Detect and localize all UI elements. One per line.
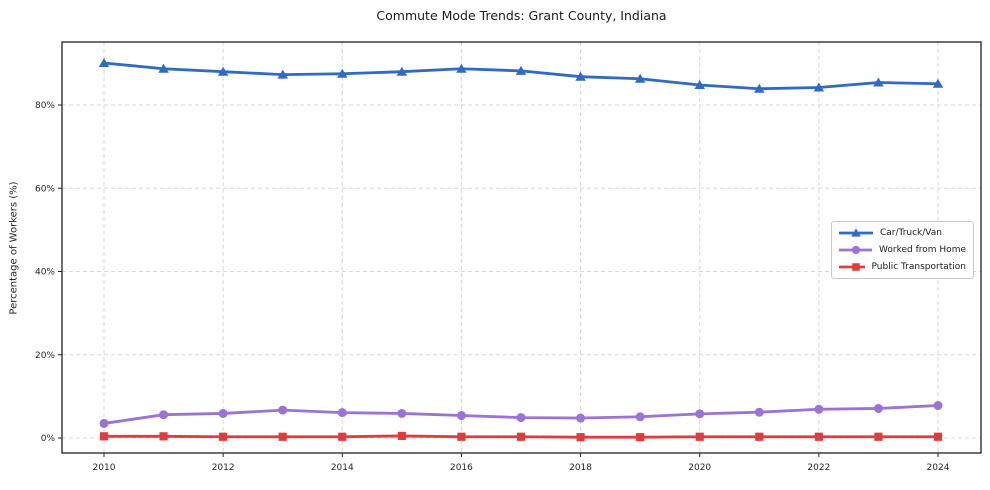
legend-label: Worked from Home [879,244,966,255]
y-tick-label: 60% [35,184,55,194]
legend-label: Public Transportation [871,261,966,272]
legend-item-public-transportation: Public Transportation [839,261,966,273]
legend-sample-line-icon [839,262,865,271]
legend-sample-line-icon [839,228,873,238]
x-tick-label: 2014 [331,463,354,473]
legend-item-worked-from-home: Worked from Home [839,244,966,256]
y-tick-label: 80% [35,101,55,111]
y-tick-label: 40% [35,268,55,278]
x-tick-label: 2012 [212,463,235,473]
legend-sample-line-icon [839,245,873,255]
axis-ticks: 2010 2012 2014 2016 2018 2020 2022 2024 0% 20% 40%… [35,101,950,473]
x-tick-label: 2010 [93,463,116,473]
series-worked-from-home [99,401,943,428]
series-car-truck-van [98,57,944,93]
legend-label: Car/Truck/Van [880,228,942,239]
chart-title: Commute Mode Trends: Grant County, India… [376,8,667,23]
series-public-transportation [99,431,943,442]
legend: Car/Truck/Van Worked from Home Public Tr… [831,221,974,279]
plot-frame [61,41,982,454]
legend-item-car-truck-van: Car/Truck/Van [839,227,966,239]
x-tick-label: 2022 [807,463,830,473]
y-tick-label: 0% [41,434,56,444]
x-tick-label: 2024 [927,463,950,473]
x-tick-label: 2018 [569,463,592,473]
x-tick-label: 2016 [450,463,473,473]
y-tick-label: 20% [35,351,55,361]
x-tick-label: 2020 [688,463,711,473]
